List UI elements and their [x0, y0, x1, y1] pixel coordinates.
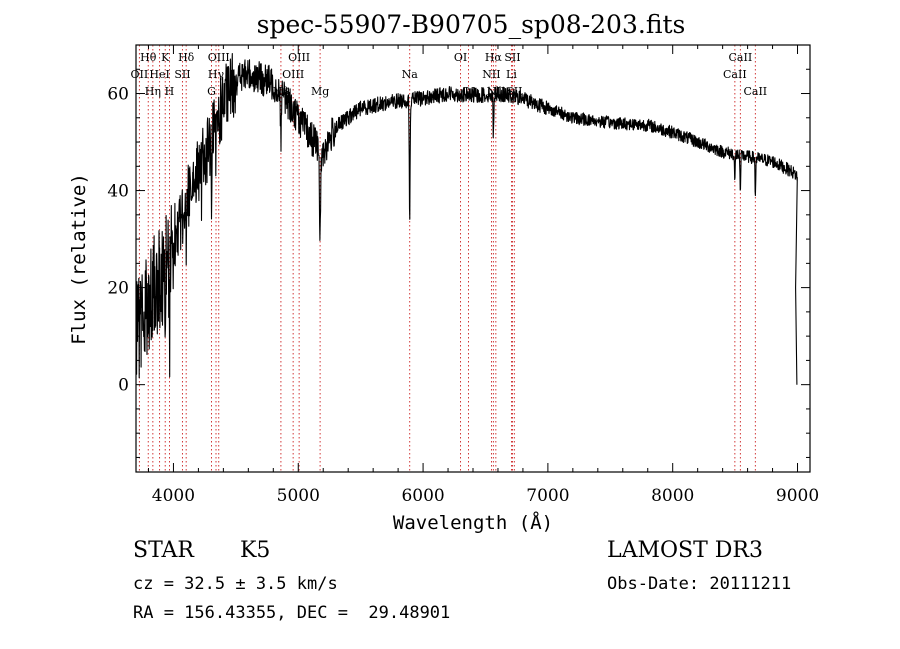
line-markers	[138, 45, 756, 472]
y-tick-label: 40	[107, 182, 129, 202]
line-marker-label: CaII	[723, 68, 747, 81]
line-marker-label: H	[165, 85, 175, 98]
line-marker-label: NII	[482, 68, 500, 81]
survey-name: LAMOST DR3	[607, 538, 763, 563]
line-marker-label: Hθ	[140, 51, 157, 64]
y-tick-label: 0	[118, 376, 129, 396]
x-tick-label: 7000	[526, 486, 569, 506]
line-marker-label: Li	[506, 68, 517, 81]
object-class: STAR	[133, 538, 194, 563]
line-marker-label: OIII	[288, 51, 310, 64]
flux-series-line	[135, 53, 798, 385]
y-tick-label: 60	[107, 85, 129, 105]
line-marker-label: Hη	[145, 85, 161, 98]
x-tick-label: 5000	[277, 486, 320, 506]
x-axis-label: Wavelength (Å)	[393, 511, 553, 534]
line-marker-label: OI	[454, 51, 467, 64]
coordinates-info: RA = 156.43355, DEC = 29.48901	[133, 603, 451, 623]
line-marker-label: OIII	[208, 51, 230, 64]
line-marker-label: Hα	[485, 51, 503, 64]
line-marker-label: OIII	[282, 68, 304, 81]
line-marker-label: SII	[174, 68, 190, 81]
x-tick-label: 4000	[152, 486, 195, 506]
observation-date: Obs-Date: 20111211	[607, 574, 792, 594]
line-marker-label: Na	[402, 68, 419, 81]
axis-ticks: 4000 5000 6000 7000 8000 9000 0 20 40 60	[107, 45, 819, 506]
x-tick-label: 6000	[401, 486, 444, 506]
line-marker-label: K	[161, 51, 170, 64]
plot-frame	[135, 44, 811, 473]
line-marker-label: SII	[504, 51, 520, 64]
line-marker-label: HeI	[149, 68, 169, 81]
redshift-info: cz = 32.5 ± 3.5 km/s	[133, 574, 338, 594]
line-marker-label: OII	[131, 68, 149, 81]
line-marker-label: Mg	[311, 85, 329, 98]
y-axis-label: Flux (relative)	[68, 173, 90, 345]
line-marker-label: CaII	[743, 85, 767, 98]
line-marker-label: G	[207, 85, 216, 98]
x-tick-label: 8000	[651, 486, 694, 506]
line-marker-label: CaII	[729, 51, 753, 64]
line-marker-label: Hδ	[178, 51, 195, 64]
x-tick-label: 9000	[776, 486, 819, 506]
y-tick-label: 20	[107, 279, 129, 299]
chart-title: spec-55907-B90705_sp08-203.fits	[257, 10, 686, 39]
spectral-subclass: K5	[240, 538, 271, 563]
